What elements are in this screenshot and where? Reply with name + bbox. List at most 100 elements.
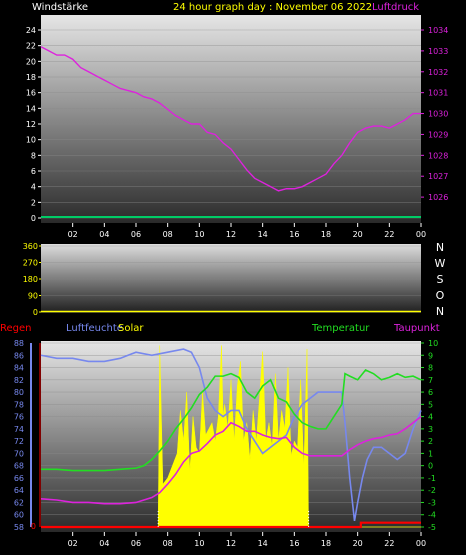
temperature-tick-label: -5 [428,523,436,532]
wind-speed-label: Windstärke [32,2,88,13]
compass-label: W [435,257,446,270]
temperature-tick-label: -3 [428,498,436,507]
top-right-tick-label: 1026 [428,193,448,202]
humidity-tick-label: 72 [14,437,24,446]
humidity-tick-label: 88 [14,339,24,348]
bottom-x-tick-label: 20 [353,539,363,548]
top-x-tick-label: 12 [226,230,236,239]
temperature-tick-label: 1 [428,449,433,458]
top-left-tick-label: 12 [26,120,36,129]
top-left-tick-label: 10 [26,136,36,145]
bottom-x-tick-label: 22 [384,539,394,548]
top-right-tick-label: 1027 [428,172,448,181]
top-left-tick-label: 20 [26,57,36,66]
humidity-tick-label: 78 [14,400,24,409]
legend-dewpoint: Taupunkt [393,323,440,334]
top-x-tick-label: 04 [99,230,109,239]
top-x-tick-label: 08 [163,230,173,239]
temperature-tick-label: 3 [428,425,433,434]
pressure-label: Luftdruck [372,2,419,13]
top-left-tick-label: 2 [31,198,36,207]
wind-direction-tick-label: 0 [33,308,38,317]
compass-label: N [436,241,444,254]
top-right-tick-label: 1033 [428,47,448,56]
humidity-tick-label: 68 [14,462,24,471]
bottom-x-tick-label: 16 [289,539,299,548]
top-panel-plot [41,15,421,223]
humidity-tick-label: 62 [14,498,24,507]
top-right-tick-label: 1028 [428,151,448,160]
temperature-tick-label: 0 [428,462,433,471]
top-x-tick-label: 00 [416,230,426,239]
rain-tick-label: 0 [31,522,36,531]
wind-direction-tick-label: 180 [23,275,38,284]
humidity-tick-label: 70 [14,449,24,458]
top-left-tick-label: 0 [31,214,36,223]
top-left-tick-label: 14 [26,104,36,113]
top-x-tick-label: 16 [289,230,299,239]
humidity-tick-label: 64 [14,486,24,495]
top-right-tick-label: 1029 [428,130,448,139]
top-right-tick-label: 1031 [428,89,448,98]
top-x-tick-label: 06 [131,230,141,239]
bottom-x-tick-label: 00 [416,539,426,548]
legend-rain: Regen [0,323,32,334]
top-left-tick-label: 6 [31,167,36,176]
pressure-line [40,46,421,192]
legend-humidity: Luftfeuchte [66,323,123,334]
top-x-tick-label: 18 [321,230,331,239]
top-x-tick-label: 20 [353,230,363,239]
bottom-x-tick-label: 08 [163,539,173,548]
humidity-tick-label: 80 [14,388,24,397]
top-right-tick-label: 1032 [428,68,448,77]
bottom-x-tick-label: 06 [131,539,141,548]
compass-label: S [437,273,444,286]
top-left-tick-label: 4 [31,183,36,192]
rain-line [41,521,421,529]
temperature-tick-label: -1 [428,474,436,483]
top-x-tick-label: 22 [384,230,394,239]
temperature-tick-label: -2 [428,486,436,495]
bottom-x-tick-label: 12 [226,539,236,548]
temperature-tick-label: 4 [428,413,433,422]
temperature-tick-label: -4 [428,511,436,520]
humidity-line [40,348,422,522]
top-left-tick-label: 24 [26,26,36,35]
temperature-tick-label: 7 [428,376,433,385]
solar-area [41,345,421,528]
bottom-x-tick-label: 02 [68,539,78,548]
wind-direction-tick-label: 360 [23,242,38,251]
temperature-tick-label: 9 [428,351,433,360]
legend-temperature: Temperatur [311,323,370,334]
temperature-tick-label: 10 [428,339,438,348]
top-left-tick-label: 22 [26,42,36,51]
top-left-tick-label: 8 [31,151,36,160]
bottom-x-tick-label: 04 [99,539,109,548]
legend-solar: Solar [118,323,144,334]
top-right-tick-label: 1030 [428,110,448,119]
compass-label: O [436,289,445,302]
temperature-line [41,368,422,472]
top-right-tick-label: 1034 [428,26,448,35]
chart-title: 24 hour graph day : November 06 2022 [173,2,372,13]
humidity-tick-label: 60 [14,511,24,520]
top-x-tick-label: 14 [258,230,268,239]
humidity-tick-label: 58 [14,523,24,532]
bottom-x-tick-label: 18 [321,539,331,548]
compass-label: N [436,305,444,318]
humidity-tick-label: 84 [14,364,24,373]
temperature-tick-label: 2 [428,437,433,446]
top-left-tick-label: 18 [26,73,36,82]
humidity-tick-label: 82 [14,376,24,385]
temperature-tick-label: 6 [428,388,433,397]
top-x-tick-label: 10 [194,230,204,239]
bottom-x-tick-label: 10 [194,539,204,548]
wind-direction-tick-label: 270 [23,259,38,268]
humidity-tick-label: 76 [14,413,24,422]
top-x-tick-label: 02 [68,230,78,239]
temperature-tick-label: 8 [428,364,433,373]
bottom-x-tick-label: 14 [258,539,268,548]
humidity-tick-label: 66 [14,474,24,483]
wind-direction-panel-plot [41,244,421,313]
